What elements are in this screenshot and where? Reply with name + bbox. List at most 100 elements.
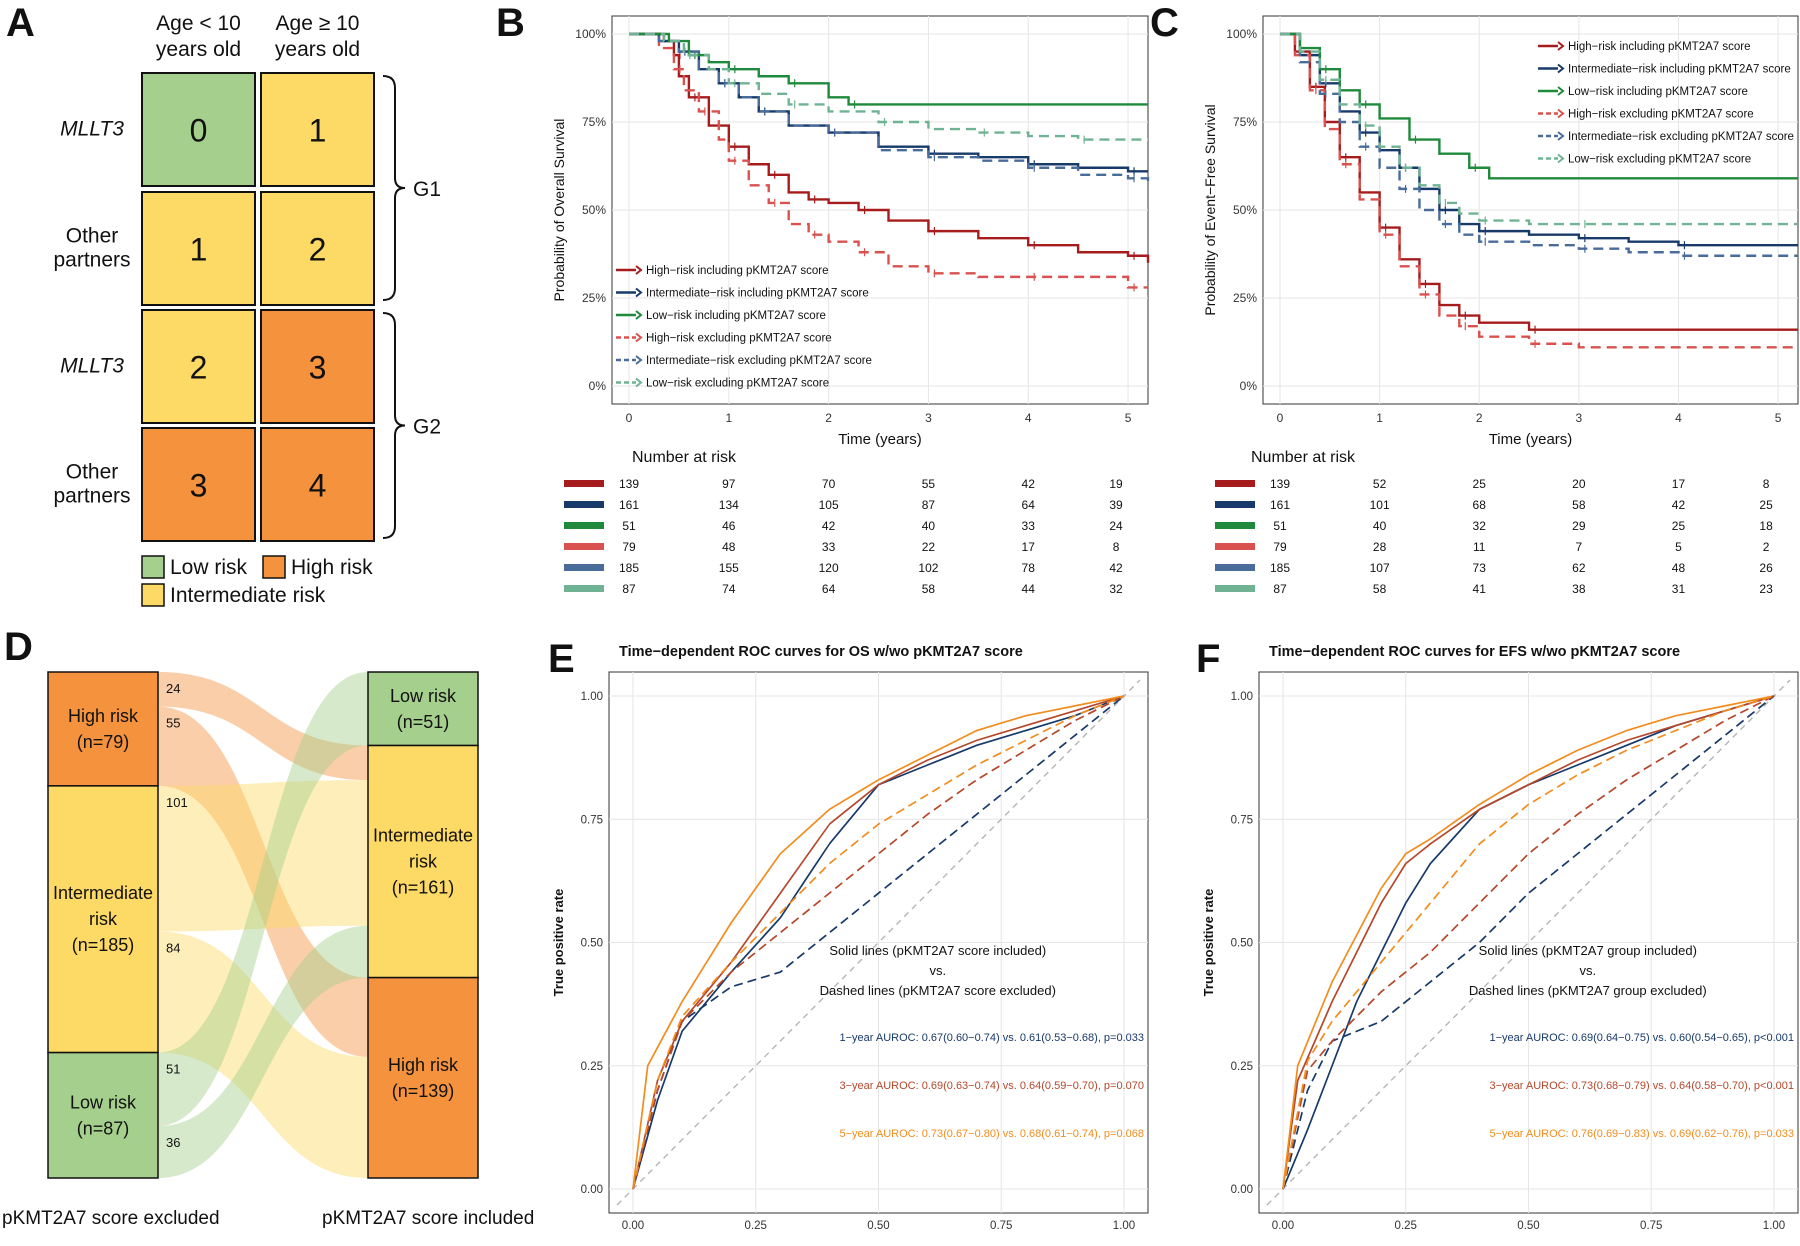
risk-count: 44 [1022, 582, 1036, 596]
risk-count: 58 [1572, 498, 1586, 512]
risk-count: 8 [1113, 540, 1120, 554]
risk-count: 40 [1373, 519, 1387, 533]
y-axis-label: True positive rate [551, 889, 566, 997]
diagonal-reference [1266, 679, 1791, 1206]
auroc-text: 5−year AUROC: 0.73(0.67−0.80) vs. 0.68(0… [839, 1128, 1144, 1140]
risk-count: 134 [719, 498, 739, 512]
legend-arrow [635, 265, 643, 275]
risk-row-key [1215, 501, 1255, 508]
roc-curve [632, 695, 1125, 1190]
risk-count: 8 [1763, 477, 1770, 491]
roc-curve [632, 695, 1125, 1190]
y-tick-label: 0% [1240, 379, 1258, 393]
risk-count: 31 [1672, 582, 1686, 596]
node-label: (n=79) [77, 732, 130, 752]
risk-row-key [1215, 522, 1255, 529]
group-brace [382, 75, 406, 301]
risk-count: 33 [822, 540, 836, 554]
risk-count: 29 [1572, 519, 1586, 533]
auroc-text: 5−year AUROC: 0.76(0.69−0.83) vs. 0.69(0… [1489, 1128, 1794, 1140]
survival-curve [1280, 32, 1798, 247]
survival-curve [629, 32, 1148, 106]
risk-count: 139 [1270, 477, 1290, 491]
risk-count: 17 [1672, 477, 1686, 491]
y-tick-label: 0.25 [1231, 1061, 1253, 1073]
flow-count: 84 [166, 940, 180, 955]
row-label: MLLT3 [60, 118, 124, 141]
y-tick-label: 1.00 [1231, 691, 1253, 703]
x-tick-label: 2 [1476, 411, 1483, 425]
risk-count: 19 [1109, 477, 1123, 491]
panel-letter: F [1196, 637, 1220, 681]
node-label: (n=139) [392, 1081, 455, 1101]
roc-curve [1282, 695, 1775, 1190]
risk-count: 51 [1273, 519, 1287, 533]
legend-label-low: Low risk [170, 556, 248, 579]
survival-curve [1280, 32, 1798, 226]
y-tick-label: 0% [589, 379, 607, 393]
roc-curve [632, 695, 1125, 1190]
y-tick-label: 100% [575, 27, 606, 41]
survival-curve [1280, 32, 1798, 331]
x-tick-label: 0.75 [1640, 1220, 1662, 1232]
node-label: (n=161) [392, 878, 455, 898]
risk-count: 18 [1759, 519, 1773, 533]
risk-count: 2 [1763, 540, 1770, 554]
x-tick-label: 0.50 [867, 1220, 889, 1232]
x-tick-label: 0 [626, 411, 633, 425]
sankey-node-intermediate [367, 744, 479, 979]
risk-row-key [564, 480, 604, 487]
risk-count: 105 [819, 498, 839, 512]
survival-curve [629, 32, 1150, 263]
node-label: Intermediate [53, 883, 153, 903]
risk-count: 87 [1273, 582, 1287, 596]
flow-count: 36 [166, 1135, 180, 1150]
y-tick-label: 100% [1226, 27, 1257, 41]
legend-label: Low−risk including pKMT2A7 score [646, 310, 826, 322]
risk-count: 22 [922, 540, 936, 554]
x-tick-label: 2 [825, 411, 832, 425]
roc-panel-e: Time−dependent ROC curves for OS w/wo pK… [551, 644, 1149, 1246]
y-tick-label: 50% [582, 203, 606, 217]
auroc-text: 3−year AUROC: 0.69(0.63−0.74) vs. 0.64(0… [839, 1080, 1144, 1092]
risk-count: 87 [922, 498, 936, 512]
legend-label-high: High risk [291, 556, 373, 579]
risk-cell [260, 309, 375, 424]
risk-cell [141, 72, 256, 187]
risk-count: 102 [918, 561, 938, 575]
risk-row-key [564, 564, 604, 571]
sankey-node-high [47, 671, 159, 787]
risk-count: 185 [1270, 561, 1290, 575]
sankey-flow [158, 925, 368, 1178]
risk-count: 79 [1273, 540, 1287, 554]
legend-label-intermediate: Intermediate risk [170, 584, 326, 607]
annotation-text: Dashed lines (pKMT2A7 score excluded) [820, 983, 1056, 998]
survival-curve [1280, 32, 1798, 349]
risk-count: 55 [922, 477, 936, 491]
sankey-flow [158, 706, 368, 1057]
risk-count: 74 [722, 582, 736, 596]
node-label: High risk [68, 706, 139, 726]
annotation-text: vs. [929, 963, 946, 978]
node-label: High risk [388, 1055, 459, 1075]
y-tick-label: 0.50 [581, 938, 603, 950]
risk-count: 97 [722, 477, 736, 491]
roc-curve [1282, 695, 1775, 1190]
sankey-panel: 24 55 101 84 51 36 High risk (n=79) Intermediate… [2, 671, 534, 1229]
legend-label: Intermediate−risk excluding pKMT2A7 scor… [1568, 131, 1794, 143]
legend-arrow [1557, 86, 1565, 96]
sankey-flow [158, 931, 368, 1178]
risk-count: 46 [722, 519, 736, 533]
risk-count: 26 [1759, 561, 1773, 575]
risk-count: 42 [1109, 561, 1123, 575]
panel-letter: C [1150, 1, 1179, 45]
legend-arrow [635, 355, 643, 365]
km-panel-b: 0 1 2 3 4 50%25%50%75%100%Time (years)Probabi… [551, 15, 1150, 596]
row-label: Other [66, 225, 119, 248]
flow-count: 51 [166, 1062, 180, 1077]
legend-label: Low−risk including pKMT2A7 score [1568, 86, 1748, 98]
risk-count: 7 [1576, 540, 1583, 554]
legend-arrow [1557, 153, 1565, 164]
risk-count: 40 [922, 519, 936, 533]
node-label: risk [409, 852, 438, 872]
